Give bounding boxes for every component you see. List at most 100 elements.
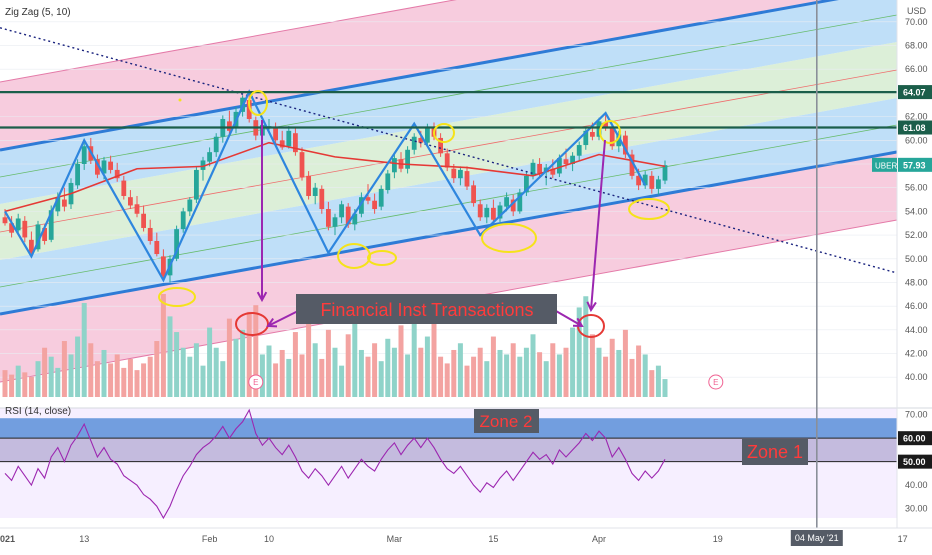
candle-body[interactable]: [504, 197, 509, 207]
rsi-indicator-label[interactable]: RSI (14, close): [5, 406, 72, 417]
candle-body[interactable]: [464, 171, 470, 187]
candle-body[interactable]: [537, 164, 542, 174]
candle-body[interactable]: [583, 130, 589, 146]
volume-bar: [160, 294, 166, 397]
candle-body[interactable]: [194, 169, 199, 200]
candle-body[interactable]: [121, 180, 127, 196]
candle-body[interactable]: [444, 153, 450, 168]
candle-body[interactable]: [636, 175, 641, 186]
candle-body[interactable]: [405, 149, 410, 169]
candle-body[interactable]: [180, 211, 186, 230]
candle-body[interactable]: [418, 137, 424, 143]
candle-body[interactable]: [477, 204, 483, 218]
candle-body[interactable]: [524, 175, 529, 193]
candle-body[interactable]: [662, 165, 668, 181]
candle-body[interactable]: [345, 206, 351, 225]
candle-body[interactable]: [141, 213, 146, 228]
candle-body[interactable]: [15, 218, 21, 231]
candle-body[interactable]: [339, 204, 344, 218]
candle-body[interactable]: [563, 159, 569, 164]
candle-body[interactable]: [114, 169, 120, 179]
candle-body[interactable]: [656, 179, 661, 189]
candle-body[interactable]: [359, 197, 364, 214]
candle-body[interactable]: [9, 223, 14, 233]
candle-body[interactable]: [154, 241, 160, 255]
volume-bar: [457, 343, 463, 397]
candle-body[interactable]: [174, 229, 179, 259]
candle-body[interactable]: [75, 164, 80, 186]
candle-body[interactable]: [530, 162, 536, 176]
candle-body[interactable]: [352, 213, 358, 225]
candle-body[interactable]: [557, 158, 562, 174]
candle-body[interactable]: [42, 227, 47, 241]
candle-body[interactable]: [616, 134, 622, 147]
candle-body[interactable]: [128, 197, 133, 206]
candle-body[interactable]: [471, 185, 476, 204]
earnings-marker: [708, 374, 724, 390]
candle-body[interactable]: [95, 159, 100, 175]
candle-body[interactable]: [365, 197, 371, 201]
zigzag-indicator-label[interactable]: Zig Zag (5, 10): [5, 7, 71, 18]
candle-body[interactable]: [385, 173, 391, 191]
candle-body[interactable]: [312, 187, 318, 196]
candle-body[interactable]: [293, 133, 298, 153]
candle-body[interactable]: [319, 188, 325, 210]
candle-body[interactable]: [279, 140, 285, 148]
candle-body[interactable]: [603, 122, 608, 128]
volume-bar: [504, 354, 510, 397]
candle-body[interactable]: [372, 200, 377, 210]
candle-body[interactable]: [108, 161, 113, 170]
candle-body[interactable]: [213, 136, 219, 153]
candle-body[interactable]: [35, 224, 41, 250]
candle-body[interactable]: [510, 199, 516, 212]
candle-body[interactable]: [517, 192, 523, 212]
candle-body[interactable]: [649, 175, 655, 189]
candle-body[interactable]: [458, 169, 463, 179]
candle-body[interactable]: [29, 239, 34, 253]
candle-body[interactable]: [246, 100, 252, 119]
candle-body[interactable]: [55, 197, 61, 212]
candle-body[interactable]: [306, 175, 311, 196]
candle-body[interactable]: [2, 217, 8, 224]
candle-body[interactable]: [425, 127, 430, 143]
candle-body[interactable]: [81, 146, 87, 164]
candle-body[interactable]: [286, 130, 292, 147]
candle-body[interactable]: [623, 135, 628, 155]
candle-body[interactable]: [411, 136, 417, 150]
candle-body[interactable]: [451, 168, 457, 179]
candle-body[interactable]: [187, 199, 193, 212]
candle-body[interactable]: [332, 217, 338, 227]
candle-body[interactable]: [392, 158, 397, 173]
candle-body[interactable]: [299, 152, 305, 178]
candle-body[interactable]: [484, 207, 490, 218]
candle-body[interactable]: [48, 210, 54, 240]
indicator-label[interactable]: Zig Zag (5, 10): [5, 7, 71, 18]
candle-body[interactable]: [134, 204, 140, 214]
candle-body[interactable]: [609, 128, 615, 147]
candle-body[interactable]: [642, 174, 648, 186]
candle-body[interactable]: [200, 160, 206, 170]
candle-body[interactable]: [161, 256, 166, 277]
candle-body[interactable]: [570, 155, 575, 164]
candle-body[interactable]: [629, 154, 635, 176]
candle-body[interactable]: [62, 199, 67, 207]
candle-body[interactable]: [590, 132, 595, 137]
candle-body[interactable]: [378, 188, 384, 207]
candle-body[interactable]: [207, 152, 212, 162]
candle-body[interactable]: [273, 128, 278, 141]
candle-body[interactable]: [550, 168, 556, 175]
candle-body[interactable]: [576, 145, 582, 156]
candle-body[interactable]: [22, 220, 28, 238]
candle-body[interactable]: [147, 227, 153, 241]
arrow-head: [266, 318, 278, 328]
candle-body[interactable]: [101, 160, 107, 174]
volume-bar: [510, 343, 516, 397]
candle-body[interactable]: [491, 207, 496, 220]
candle-body[interactable]: [326, 209, 331, 227]
candle-body[interactable]: [596, 121, 602, 137]
candle-body[interactable]: [497, 205, 503, 219]
candle-body[interactable]: [227, 121, 232, 131]
candle-body[interactable]: [438, 137, 443, 154]
